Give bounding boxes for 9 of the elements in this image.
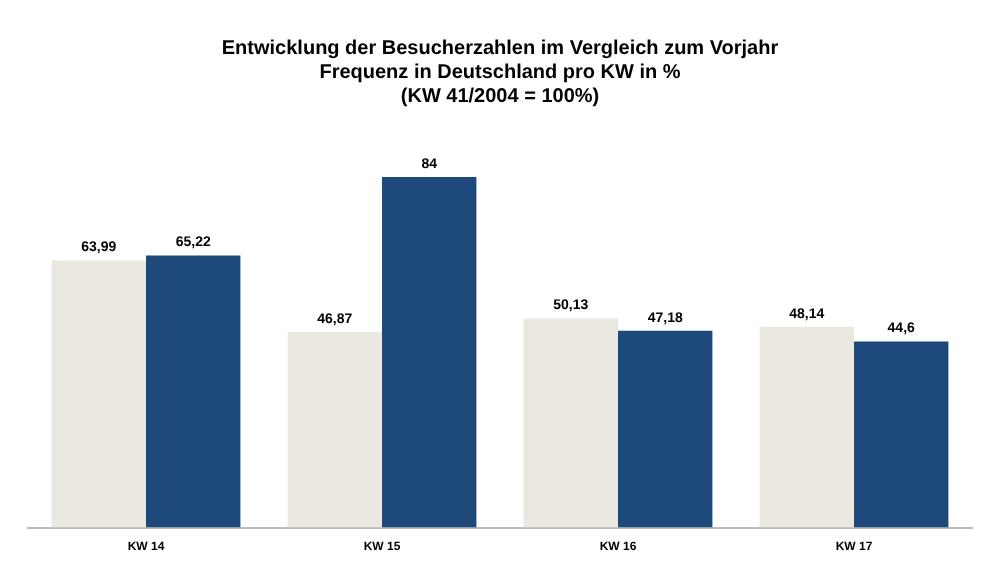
bar bbox=[382, 177, 477, 528]
bar bbox=[759, 326, 854, 528]
bar bbox=[618, 330, 713, 528]
bar bbox=[523, 318, 618, 528]
bar bbox=[146, 255, 241, 528]
chart-title: Entwicklung der Besucherzahlen im Vergleich zum Vorjahr Frequenz in Deutschland pro KW in % (KW 41/2004 = 100%) bbox=[221, 37, 779, 108]
bar bbox=[854, 341, 949, 528]
bar bbox=[51, 260, 146, 528]
bar bbox=[287, 332, 382, 528]
